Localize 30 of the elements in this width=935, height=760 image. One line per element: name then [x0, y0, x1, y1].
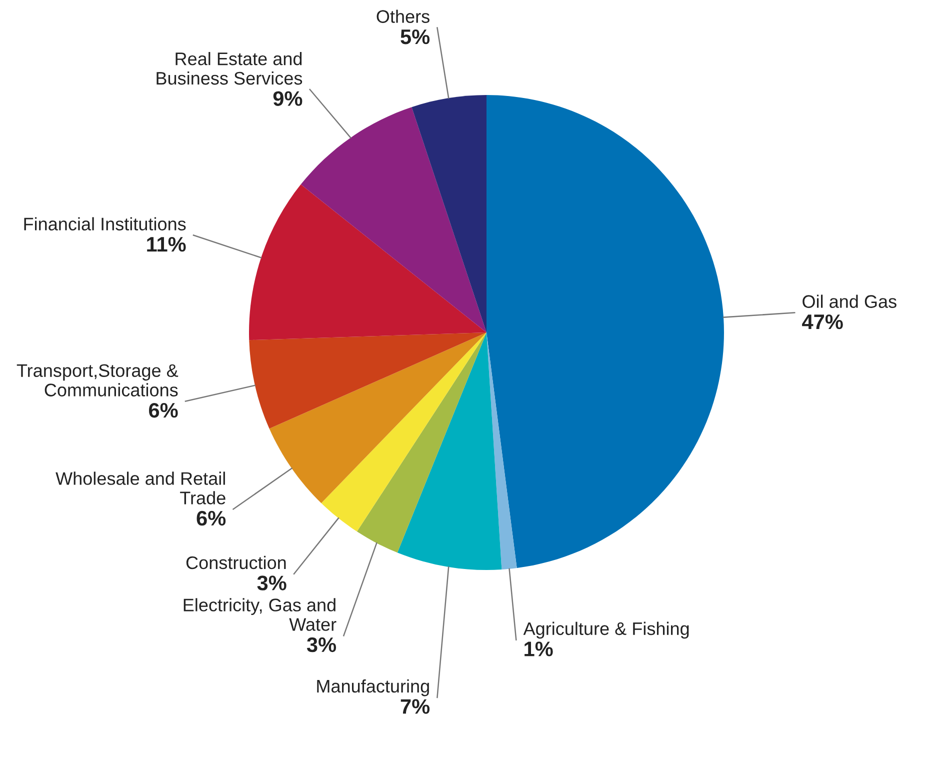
slice-label: Real Estate and Business Services — [156, 52, 302, 85]
data-label: 1% — [524, 642, 553, 656]
pie-slice — [249, 332, 486, 429]
pie-slice — [321, 332, 486, 532]
slice-label: Manufacturing — [317, 679, 429, 696]
slice-label: Financial Institutions — [24, 217, 186, 230]
pie-slice — [412, 95, 486, 332]
pie-slice — [249, 184, 486, 340]
data-label: 11% — [147, 237, 186, 252]
pie-slice — [397, 332, 502, 570]
slice-label: Others — [376, 10, 430, 23]
pie-slice — [300, 107, 486, 332]
slice-label: Transport,Storage & Communications — [16, 364, 178, 396]
data-label: 6% — [196, 510, 226, 526]
data-label: 3% — [257, 576, 286, 590]
data-label: 7% — [400, 699, 430, 714]
slice-label: Agriculture & Fishing — [523, 622, 689, 639]
pie-slice — [486, 332, 517, 570]
pie-slice — [486, 95, 724, 568]
data-label: 5% — [400, 29, 430, 44]
data-label: 9% — [273, 91, 302, 106]
slice-label: Construction — [186, 556, 286, 570]
pie-slice — [269, 332, 486, 504]
data-label: 3% — [306, 637, 336, 652]
slice-label: Oil and Gas — [802, 294, 896, 308]
data-label: 47% — [802, 314, 843, 330]
slice-label: Electricity, Gas and Water — [184, 598, 336, 631]
pie-slice — [356, 332, 486, 553]
data-label: 6% — [149, 402, 178, 418]
slice-label: Wholesale and Retail Trade — [56, 472, 226, 504]
